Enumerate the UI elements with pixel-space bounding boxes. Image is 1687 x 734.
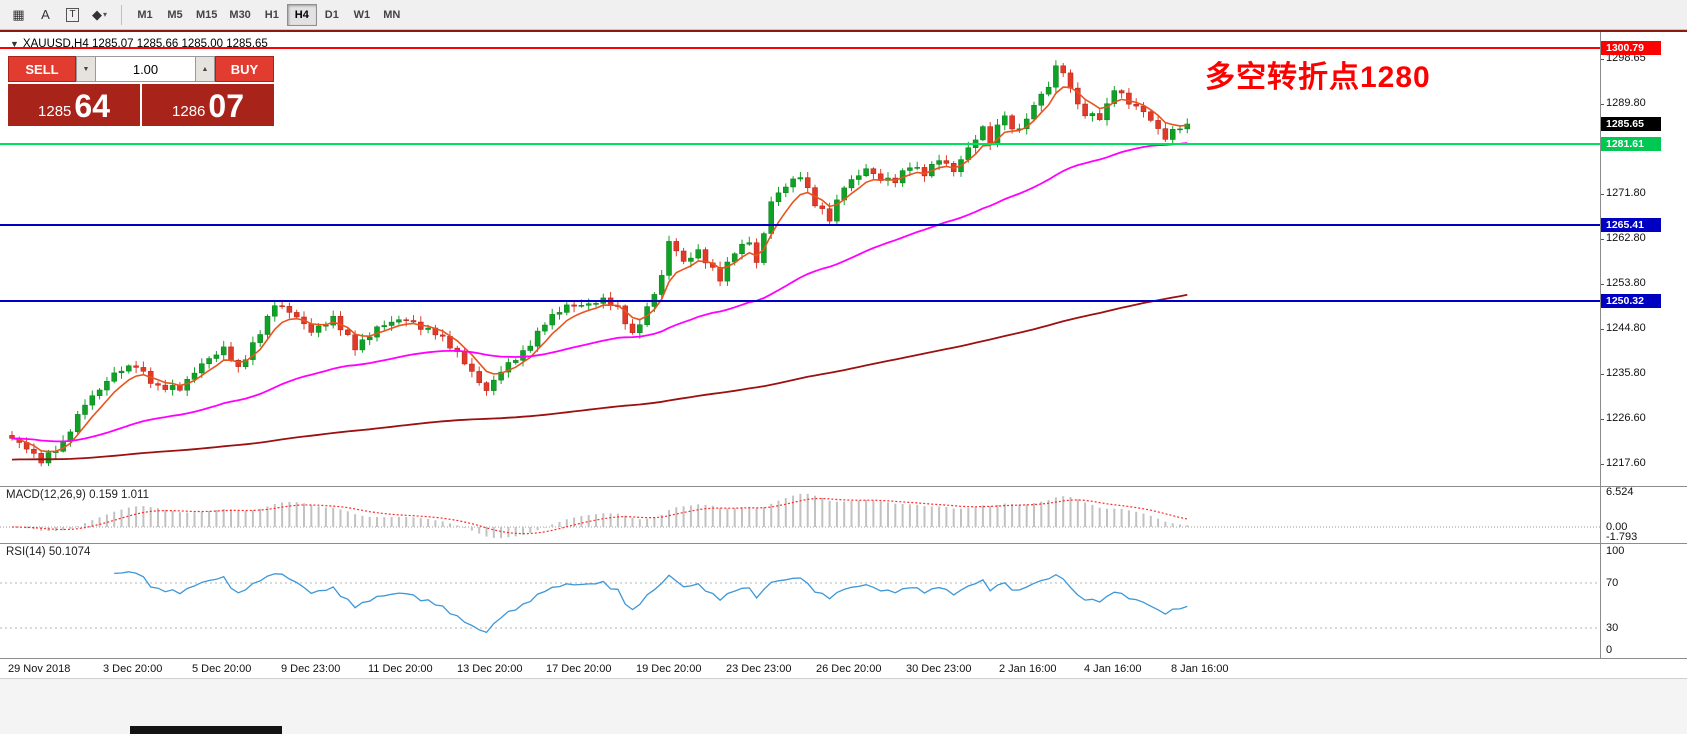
indicator-scale-label: 0.00 [1606, 521, 1628, 533]
toolbar: ▦ A T ◆ ▾ M1 M5 M15 M30 H1 H4 D1 W1 MN [0, 0, 1687, 30]
one-click-trade-panel: SELL ▼ ▲ BUY 1285 64 1286 07 [8, 56, 274, 126]
buy-price-main: 1286 [172, 103, 206, 120]
indicator-scale-label: -1.793 [1606, 531, 1638, 543]
time-axis-label: 5 Dec 20:00 [192, 663, 252, 675]
timeframe-h1[interactable]: H1 [257, 4, 287, 26]
text-label-tool-icon: T [66, 7, 79, 22]
time-axis-label: 26 Dec 20:00 [816, 663, 882, 675]
text-tool-icon: A [41, 7, 50, 22]
time-axis-label: 9 Dec 23:00 [281, 663, 341, 675]
time-axis-label: 3 Dec 20:00 [103, 663, 163, 675]
text-label-tool-button[interactable]: T [59, 3, 86, 27]
macd-label: MACD(12,26,9) 0.159 1.011 [6, 489, 149, 501]
price-axis-tick [1600, 464, 1604, 465]
shapes-tool-icon: ◆ [91, 6, 102, 22]
price-axis-tick [1600, 284, 1604, 285]
horizontal-line-1250-32[interactable] [0, 299, 1600, 302]
time-axis-label: 30 Dec 23:00 [906, 663, 972, 675]
sell-button[interactable]: SELL [8, 56, 76, 82]
timeframe-bar: M1 M5 M15 M30 H1 H4 D1 W1 MN [130, 3, 407, 26]
drawing-tools-group: ▦ A T ◆ ▾ [5, 3, 113, 27]
time-axis-label: 4 Jan 16:00 [1084, 663, 1142, 675]
indicator-scale-label: 30 [1606, 622, 1619, 634]
price-axis-tick [1600, 374, 1604, 375]
indicator-scale-label: 70 [1606, 577, 1619, 589]
rsi-indicator-chart[interactable] [0, 543, 1600, 658]
time-axis-label: 17 Dec 20:00 [546, 663, 612, 675]
price-axis-label: 1217.60 [1606, 457, 1646, 469]
time-axis-label: 8 Jan 16:00 [1171, 663, 1229, 675]
price-axis-tick [1600, 59, 1604, 60]
buy-price-display[interactable]: 1286 07 [142, 84, 274, 126]
indicator-scale-label: 100 [1606, 545, 1625, 557]
horizontal-line-1281-61[interactable] [0, 143, 1600, 146]
price-tag-1265-41: 1265.41 [1601, 218, 1661, 233]
timeframe-d1[interactable]: D1 [317, 4, 347, 26]
horizontal-line-1300-79[interactable] [0, 47, 1600, 50]
time-axis-label: 23 Dec 23:00 [726, 663, 792, 675]
price-axis-tick [1600, 104, 1604, 105]
pattern-tool-button[interactable]: ▦ [5, 3, 32, 27]
macd-panel-separator[interactable] [0, 486, 1687, 487]
price-axis-tick [1600, 194, 1604, 195]
price-tag-1281-61: 1281.61 [1601, 137, 1661, 152]
time-axis-label: 13 Dec 20:00 [457, 663, 523, 675]
time-axis-label: 11 Dec 20:00 [368, 663, 433, 675]
time-axis-label: 19 Dec 20:00 [636, 663, 702, 675]
volume-decrease-button[interactable]: ▼ [76, 56, 96, 82]
timeframe-m15[interactable]: M15 [190, 4, 223, 26]
bottom-dark-strip [130, 726, 282, 734]
time-axis-label: 2 Jan 16:00 [999, 663, 1057, 675]
chart-window: ▼ XAUUSD,H4 1285.07 1285.66 1285.00 1285.… [0, 30, 1687, 678]
indicator-scale-label: 0 [1606, 644, 1613, 656]
price-axis-tick [1600, 329, 1604, 330]
chevron-down-icon: ▾ [102, 10, 107, 19]
shapes-tool-button[interactable]: ◆ ▾ [86, 3, 113, 27]
buy-price-big: 07 [208, 88, 244, 124]
toolbar-separator [121, 4, 122, 25]
rsi-panel-separator[interactable] [0, 543, 1687, 544]
price-axis-label: 1253.80 [1606, 277, 1646, 289]
indicator-scale-label: 6.524 [1606, 486, 1634, 498]
time-axis-separator [0, 658, 1687, 659]
chart-annotation: 多空转折点1280 [1205, 61, 1431, 94]
price-axis-label: 1235.80 [1606, 367, 1646, 379]
horizontal-line-1265-41[interactable] [0, 224, 1600, 227]
price-axis-label: 1289.80 [1606, 97, 1646, 109]
sell-price-display[interactable]: 1285 64 [8, 84, 140, 126]
sell-price-big: 64 [74, 88, 110, 124]
price-axis-label: 1271.80 [1606, 187, 1646, 199]
volume-increase-button[interactable]: ▲ [195, 56, 215, 82]
price-axis-label: 1244.80 [1606, 322, 1646, 334]
timeframe-m30[interactable]: M30 [223, 4, 256, 26]
buy-button[interactable]: BUY [215, 56, 274, 82]
price-tag-1250-32: 1250.32 [1601, 293, 1661, 308]
sell-price-main: 1285 [38, 103, 72, 120]
text-tool-button[interactable]: A [32, 3, 59, 27]
price-tag-1300-79: 1300.79 [1601, 41, 1661, 56]
volume-input[interactable] [96, 56, 195, 82]
price-axis-tick [1600, 419, 1604, 420]
macd-indicator-chart[interactable] [0, 486, 1600, 543]
one-click-collapse-icon[interactable]: ▼ [10, 39, 19, 49]
symbol-info: ▼ XAUUSD,H4 1285.07 1285.66 1285.00 1285.… [10, 38, 268, 50]
price-tag-1285-65: 1285.65 [1601, 117, 1661, 131]
timeframe-mn[interactable]: MN [377, 4, 407, 26]
pattern-tool-icon: ▦ [12, 6, 25, 22]
trade-panel-controls: SELL ▼ ▲ BUY [8, 56, 274, 82]
price-axis-tick [1600, 239, 1604, 240]
price-axis-label: 1226.60 [1606, 412, 1646, 424]
timeframe-m1[interactable]: M1 [130, 4, 160, 26]
timeframe-w1[interactable]: W1 [347, 4, 377, 26]
rsi-label: RSI(14) 50.1074 [6, 546, 91, 558]
trade-panel-prices: 1285 64 1286 07 [8, 84, 274, 126]
symbol-quote-text: XAUUSD,H4 1285.07 1285.66 1285.00 1285.6… [22, 38, 268, 50]
timeframe-m5[interactable]: M5 [160, 4, 190, 26]
timeframe-h4[interactable]: H4 [286, 3, 317, 26]
price-axis-label: 1262.80 [1606, 232, 1646, 244]
bottom-bar [0, 678, 1687, 734]
time-axis-label: 29 Nov 2018 [8, 663, 71, 675]
price-scale-border [1600, 32, 1601, 658]
